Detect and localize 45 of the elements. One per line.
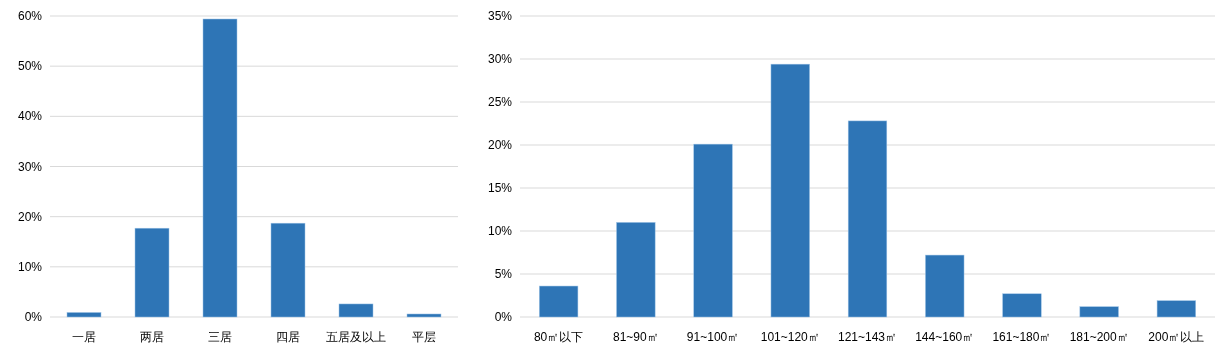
x-tick-label: 121~143㎡	[837, 330, 898, 344]
y-tick-label: 60%	[17, 9, 43, 23]
bar	[270, 222, 306, 318]
x-tick-label: 一居	[72, 330, 96, 344]
bar	[539, 285, 579, 318]
x-tick-label: 181~200㎡	[1069, 330, 1129, 344]
y-tick-label: 30%	[17, 159, 43, 174]
y-tick-label: 20%	[487, 138, 513, 152]
bar	[770, 63, 810, 318]
bar	[66, 312, 102, 318]
y-tick-label: 0%	[24, 310, 43, 324]
bar	[1002, 293, 1042, 318]
y-tick-label: 0%	[494, 310, 513, 324]
y-tick-label: 10%	[17, 259, 43, 274]
y-tick-label: 20%	[17, 209, 43, 224]
bar	[693, 143, 733, 318]
x-tick-label: 81~90㎡	[612, 330, 659, 344]
x-tick-label: 144~160㎡	[915, 330, 975, 344]
x-tick-label: 两居	[140, 330, 164, 344]
bar	[338, 303, 374, 318]
x-tick-label: 80㎡以下	[533, 330, 584, 344]
bar	[1156, 300, 1196, 318]
y-tick-label: 40%	[17, 109, 43, 124]
bar	[406, 313, 442, 318]
y-tick-label: 50%	[17, 59, 43, 74]
x-tick-label: 三居	[208, 330, 232, 344]
y-tick-label: 15%	[487, 181, 513, 195]
y-tick-label: 30%	[487, 52, 513, 66]
y-tick-label: 5%	[494, 267, 513, 281]
bar	[1079, 306, 1119, 318]
y-tick-label: 35%	[487, 9, 513, 23]
bar	[925, 254, 965, 318]
x-tick-label: 200㎡以上	[1148, 330, 1205, 344]
x-tick-label: 五居及以上	[326, 330, 386, 344]
bar	[134, 227, 170, 318]
x-tick-label: 101~120㎡	[760, 330, 820, 344]
x-tick-label: 四居	[276, 330, 300, 344]
x-tick-label: 平层	[412, 330, 436, 344]
bar	[616, 222, 656, 318]
y-tick-label: 10%	[487, 224, 513, 238]
bar	[847, 120, 888, 318]
bar	[202, 18, 238, 318]
y-tick-label: 25%	[487, 95, 513, 109]
x-tick-label: 91~100㎡	[686, 330, 740, 344]
x-tick-label: 161~180㎡	[992, 330, 1052, 344]
